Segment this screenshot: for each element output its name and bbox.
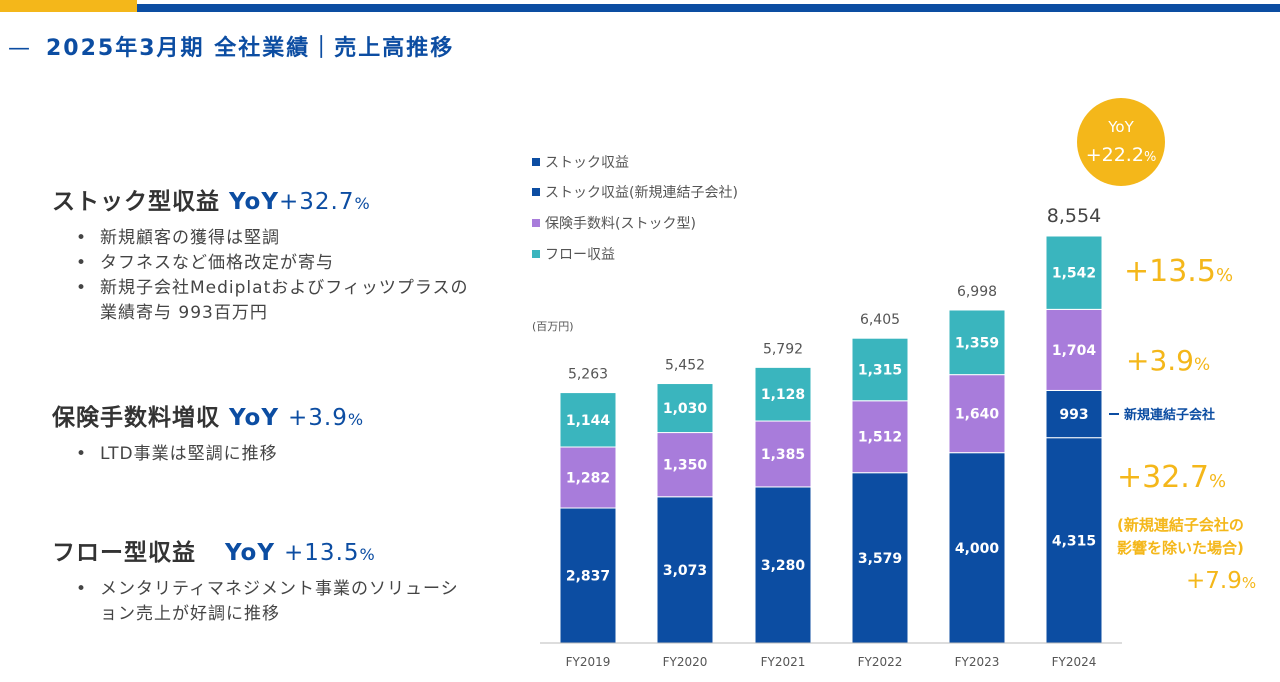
section-yoy-label: YoY: [225, 540, 276, 566]
bar-value-label: 3,073: [663, 563, 707, 579]
page-title: — 2025年3月期 全社業績｜売上高推移: [8, 30, 454, 62]
section-yoy-pct: +32.7%: [279, 189, 371, 215]
bar-total-label: 6,998: [957, 284, 997, 300]
bar-segment: [1045, 308, 1103, 391]
bullet-list: 新規顧客の獲得は堅調 タフネスなど価格改定が寄与 新規子会社Mediplatおよ…: [52, 226, 492, 326]
section-yoy-label: YoY: [229, 189, 280, 215]
excl-note-line2: 影響を除いた場合): [1117, 539, 1244, 557]
list-item: 新規顧客の獲得は堅調: [52, 226, 492, 251]
new-sub-label: 新規連結子会社: [1124, 407, 1215, 423]
bar-segment: [851, 337, 909, 402]
title-text: 2025年3月期 全社業績｜売上高推移: [46, 36, 455, 61]
bar-value-label: 1,385: [761, 447, 805, 463]
bar-value-label: 3,280: [761, 558, 806, 574]
bar-segment: [1045, 389, 1103, 439]
bar-value-label: 1,512: [858, 430, 902, 446]
bar-segment: [948, 374, 1006, 454]
section-yoy-label: YoY: [229, 405, 280, 431]
bar-value-label: 4,315: [1052, 533, 1096, 549]
yoy-bubble-title: YoY: [1107, 118, 1134, 136]
yoy-bubble: [1077, 98, 1165, 186]
bar-value-label: 1,350: [663, 458, 708, 474]
flow-growth-label: +13.5%: [1124, 254, 1233, 289]
section-heading-text: 保険手数料増収: [52, 405, 220, 431]
legend-swatch: [532, 219, 540, 227]
bar-value-label: 1,640: [955, 407, 1000, 423]
list-item: メンタリティマネジメント事業のソリューション売上が好調に推移: [52, 577, 470, 627]
bar-value-label: 1,030: [663, 401, 708, 417]
bar-segment: [656, 383, 714, 434]
bar-segment: [948, 452, 1006, 644]
legend-label: ストック収益: [545, 155, 629, 171]
legend-swatch: [532, 250, 540, 258]
x-tick-label: FY2024: [1052, 655, 1097, 669]
legend-swatch: [532, 158, 540, 166]
section-heading: ストック型収益 YoY+32.7%: [52, 182, 492, 216]
list-item: 新規子会社Mediplatおよびフィッツプラスの業績寄与 993百万円: [52, 276, 470, 326]
insurance-growth-label: +3.9%: [1126, 344, 1210, 377]
annotations-group: YoY +22.2% +13.5% +3.9% +32.7% 新規連結子会社 (新規連結子会…: [1077, 98, 1256, 594]
bar-value-label: 1,359: [955, 335, 999, 351]
bar-value-label: 1,704: [1052, 343, 1097, 359]
bar-segment: [754, 420, 812, 488]
bar-value-label: 1,315: [858, 362, 902, 378]
bar-value-label: 1,282: [566, 471, 610, 487]
bullet-list: メンタリティマネジメント事業のソリューション売上が好調に推移: [52, 577, 492, 627]
section-heading: フロー型収益 YoY +13.5%: [52, 533, 492, 567]
header-accent-bar: [0, 0, 137, 12]
bar-segment: [559, 392, 617, 448]
bar-total-label: 5,263: [568, 367, 608, 383]
bar-segment: [754, 486, 812, 644]
title-dash: —: [8, 36, 32, 61]
x-tick-label: FY2019: [566, 655, 611, 669]
bar-segment: [1045, 235, 1103, 310]
bar-segment: [851, 400, 909, 474]
list-item: LTD事業は堅調に推移: [52, 442, 492, 467]
bar-segment: [656, 496, 714, 644]
legend-swatch: [532, 188, 540, 196]
bar-value-label: 1,144: [566, 413, 611, 429]
section-heading-text: フロー型収益: [52, 540, 196, 566]
list-item: タフネスなど価格改定が寄与: [52, 251, 492, 276]
section-yoy-pct: +3.9%: [288, 405, 365, 431]
legend-label: フロー収益: [545, 247, 615, 263]
bar-total-label: 6,405: [860, 312, 900, 328]
bar-total-label: 5,452: [665, 358, 705, 374]
bar-total-label: 5,792: [763, 341, 803, 357]
excl-note-line1: (新規連結子会社の: [1117, 516, 1244, 534]
bar-value-label: 1,542: [1052, 266, 1096, 282]
header-bar: [137, 4, 1280, 12]
section-flow: フロー型収益 YoY +13.5% メンタリティマネジメント事業のソリューション…: [52, 533, 492, 627]
section-yoy-pct: +13.5%: [284, 540, 376, 566]
unit-label: (百万円): [532, 320, 574, 333]
section-insurance: 保険手数料増収 YoY +3.9% LTD事業は堅調に推移: [52, 398, 492, 467]
bar-segment: [559, 507, 617, 644]
x-tick-label: FY2020: [663, 655, 708, 669]
yoy-bubble-value: +22.2%: [1086, 144, 1157, 166]
x-tick-label: FY2021: [761, 655, 806, 669]
bar-value-label: 4,000: [955, 541, 1000, 557]
legend-label: ストック収益(新規連結子会社): [545, 185, 738, 201]
section-stock: ストック型収益 YoY+32.7% 新規顧客の獲得は堅調 タフネスなど価格改定が…: [52, 182, 492, 326]
legend-label: 保険手数料(ストック型): [545, 216, 696, 232]
bar-value-label: 3,579: [858, 551, 902, 567]
x-tick-label: FY2022: [858, 655, 903, 669]
bar-segment: [754, 366, 812, 422]
bar-segment: [1045, 437, 1103, 644]
bar-total-label: 8,554: [1047, 205, 1101, 227]
bar-value-label: 2,837: [566, 569, 610, 585]
x-tick-label: FY2023: [955, 655, 1000, 669]
section-heading-text: ストック型収益: [52, 189, 220, 215]
stock-growth-label: +32.7%: [1117, 460, 1226, 495]
section-heading: 保険手数料増収 YoY +3.9%: [52, 398, 492, 432]
bar-value-label: 1,128: [761, 387, 805, 403]
bar-segment: [948, 309, 1006, 376]
excl-growth-label: +7.9%: [1186, 568, 1256, 594]
bullet-list: LTD事業は堅調に推移: [52, 442, 492, 467]
bars-group: 2,837 1,282 1,144 5,263 FY2019 3,073 1,350 1,03…: [559, 205, 1103, 669]
bar-value-label: 993: [1059, 407, 1088, 423]
bar-segment: [656, 432, 714, 498]
